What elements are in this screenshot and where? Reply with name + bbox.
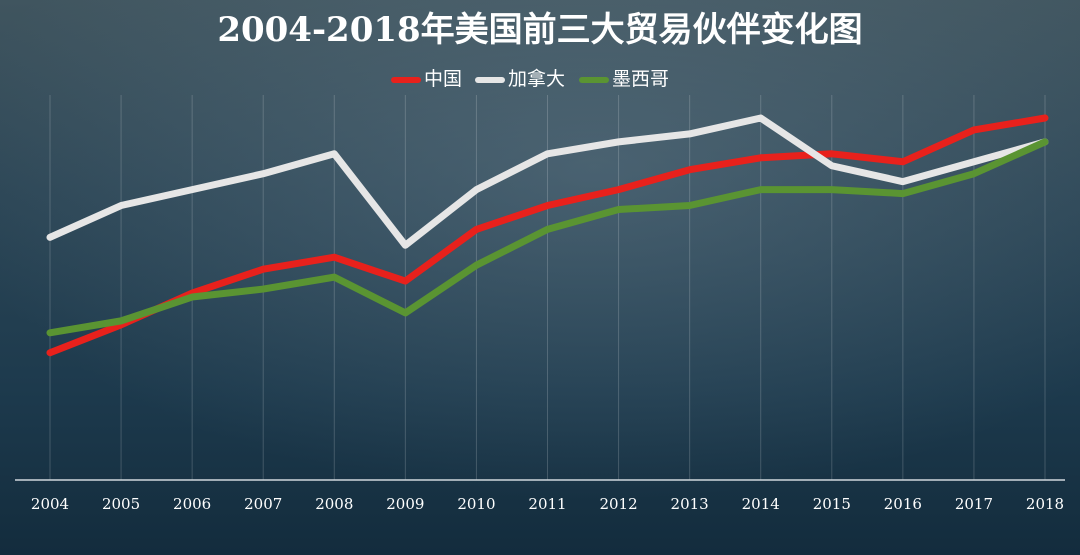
x-tick-label: 2008 [315,495,353,513]
x-tick-label: 2016 [884,495,922,513]
legend-label: 墨西哥 [612,68,669,90]
series-line [46,114,1049,357]
x-tick-label: 2010 [457,495,495,513]
x-tick-label: 2007 [244,495,282,513]
legend-label: 加拿大 [508,67,565,90]
x-tick-label: 2009 [386,495,424,513]
x-tick-label: 2004 [31,495,69,513]
x-tick-label: 2018 [1026,495,1064,513]
series-line [46,138,1049,337]
x-tick-label: 2017 [955,495,993,513]
legend-label: 中国 [424,68,462,90]
chart-title: 2004-2018年美国前三大贸易伙伴变化图 [217,10,862,50]
series-line [46,114,1049,249]
x-tick-label: 2012 [599,495,637,513]
legend: 中国 加拿大 墨西哥 [391,67,669,90]
x-tick-label: 2013 [671,495,709,513]
x-tick-label: 2015 [813,495,851,513]
x-tick-label: 2014 [742,495,780,513]
x-tick-label: 2006 [173,495,211,513]
x-tick-label: 2011 [528,495,566,513]
x-tick-label: 2005 [102,495,140,513]
